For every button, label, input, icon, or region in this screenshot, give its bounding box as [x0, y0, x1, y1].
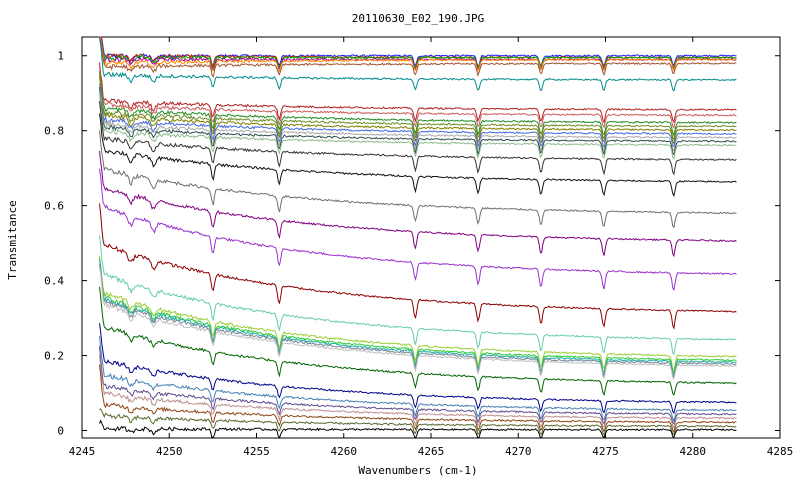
- x-tick-label: 4275: [592, 445, 619, 458]
- x-tick-label: 4280: [680, 445, 707, 458]
- series-line-5: [99, 36, 737, 78]
- series-line-14: [99, 86, 737, 156]
- series-line-9: [99, 71, 737, 137]
- series-line-34: [99, 408, 737, 436]
- x-axis: 4245 4250 4255 4260 4265 4270 4275 4280 4285: [69, 37, 794, 458]
- series-line-10: [99, 72, 737, 141]
- series-line-24: [99, 258, 737, 375]
- series-line-23: [99, 256, 737, 373]
- series-line-29: [99, 323, 737, 415]
- series-line-21: [99, 203, 737, 331]
- series-layer: [99, 36, 737, 440]
- y-axis: 0 0.2 0.4 0.6 0.8 1: [44, 50, 780, 438]
- y-tick-label: 0.2: [44, 350, 64, 363]
- y-tick-label: 0.8: [44, 125, 64, 138]
- series-line-16: [99, 101, 737, 176]
- series-line-13: [99, 85, 737, 153]
- series-line-0: [99, 36, 737, 68]
- x-tick-label: 4285: [767, 445, 794, 458]
- series-line-4: [99, 36, 737, 73]
- x-tick-label: 4250: [156, 445, 183, 458]
- x-tick-label: 4245: [69, 445, 96, 458]
- series-line-28: [99, 286, 737, 397]
- x-tick-label: 4260: [331, 445, 358, 458]
- y-tick-label: 0.4: [44, 275, 64, 288]
- series-line-18: [99, 130, 737, 229]
- chart-title: 20110630_E02_190.JPG: [352, 12, 484, 25]
- series-line-30: [99, 336, 737, 423]
- series-line-27: [99, 267, 737, 380]
- y-tick-label: 0: [57, 425, 64, 438]
- series-line-8: [99, 66, 737, 129]
- series-line-11: [99, 75, 737, 145]
- x-tick-label: 4255: [243, 445, 270, 458]
- x-tick-label: 4270: [505, 445, 532, 458]
- series-line-26: [99, 264, 737, 379]
- series-line-20: [99, 168, 737, 292]
- series-line-35: [99, 419, 737, 440]
- series-line-6: [99, 38, 737, 92]
- y-tick-label: 0.6: [44, 200, 64, 213]
- series-line-15: [99, 92, 737, 160]
- series-line-2: [99, 36, 737, 70]
- series-line-12: [99, 83, 737, 149]
- series-line-32: [99, 355, 737, 430]
- series-line-19: [99, 150, 737, 258]
- x-axis-label: Wavenumbers (cm-1): [358, 464, 477, 477]
- series-line-31: [99, 346, 737, 425]
- y-tick-label: 1: [57, 50, 64, 63]
- y-axis-label: Transmitance: [6, 200, 19, 279]
- plot-border: [81, 36, 781, 439]
- plot-frame: [81, 36, 781, 439]
- series-line-7: [99, 62, 737, 124]
- series-line-17: [99, 113, 737, 198]
- series-line-22: [99, 235, 737, 356]
- series-line-33: [99, 364, 737, 433]
- x-tick-label: 4265: [418, 445, 445, 458]
